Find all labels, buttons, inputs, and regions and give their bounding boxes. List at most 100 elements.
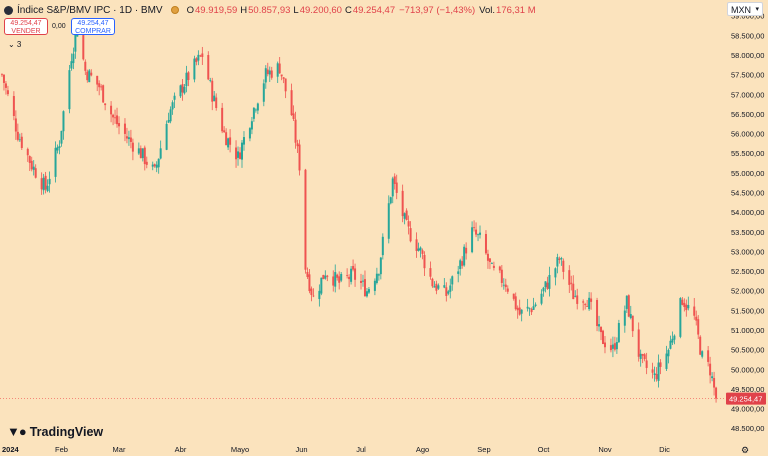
candle-body [340,274,343,281]
candle-body [665,353,668,369]
candle-body [270,70,273,78]
candle-body [627,295,630,317]
candle-body [534,304,537,306]
candle-body [572,283,575,300]
buy-label: COMPRAR [75,28,111,35]
candle-body [562,260,565,272]
candle-body [112,114,115,118]
candle-body [266,69,269,75]
candle-body [44,175,47,190]
y-tick-label: 56.000,00 [731,130,764,139]
y-tick-label: 57.000,00 [731,90,764,99]
candle-body [324,275,327,279]
candle-body [490,263,493,265]
indicators-toggle[interactable]: ⌄ 3 [8,40,22,49]
gear-icon[interactable]: ⚙ [741,445,750,455]
candle-body [123,123,126,134]
symbol-header: Índice S&P/BMV IPC · 1D · BMV O 49.919,59… [4,3,539,17]
candle-body [2,74,5,83]
candle-body [683,302,686,308]
candle-body [629,314,632,319]
y-tick-label: 50.000,00 [731,365,764,374]
last-price-label: 49.254,47 [729,395,762,404]
candle-body [12,96,15,117]
candle-body [596,300,599,327]
candle-body [197,54,200,61]
x-tick-label: 2024 [2,445,20,454]
candle-body [282,77,285,79]
candle-body [617,323,620,343]
x-tick-label: Jun [295,445,307,454]
candle-body [560,258,563,260]
candle-body [570,282,573,284]
candle-body [252,107,255,119]
candle-body [256,103,259,111]
candle-body [169,109,172,122]
candle-body [403,213,406,219]
market-status-icon [170,6,179,14]
high-label: H [240,4,248,16]
candle-body [600,326,603,333]
candle-body [512,293,515,299]
candle-body [304,169,307,270]
candle-body [377,274,380,276]
candle-body [26,148,29,156]
candle-body [602,330,605,344]
y-tick-label: 53.500,00 [731,228,764,237]
candle-body [609,345,612,351]
x-tick-label: Ago [416,445,429,454]
candle-body [681,299,684,305]
candle-body [227,138,230,148]
y-tick-label: 58.000,00 [731,51,764,60]
tradingview-logo[interactable]: ▼● TradingView [7,424,103,439]
y-tick-label: 55.500,00 [731,149,764,158]
candle-body [201,53,204,58]
candle-body [586,305,589,307]
candle-body [488,258,491,262]
currency-select[interactable]: MXN ▾ [727,2,763,16]
candle-body [322,274,325,280]
candle-body [695,316,698,321]
candle-body [42,177,45,191]
candle-body [46,185,49,192]
candle-body [457,271,460,274]
candle-body [463,246,466,266]
candle-body [334,272,337,287]
candle-body [669,340,672,349]
candle-body [70,61,73,69]
candle-body [639,353,642,359]
candle-body [153,164,156,167]
spread-value: 0,00 [52,23,66,30]
candle-body [643,354,646,360]
x-tick-label: Feb [55,445,68,454]
candle-body [58,146,61,148]
candle-body [375,273,378,283]
candle-body [611,344,614,349]
candle-body [30,160,33,170]
sell-button[interactable]: 49.254,47 VENDER [4,18,48,35]
candle-body [310,288,313,295]
x-tick-label: Jul [356,445,366,454]
candle-body [391,178,394,197]
y-tick-label: 51.500,00 [731,306,764,315]
buy-button[interactable]: 49.254,47 COMPRAR [71,18,115,35]
candle-body [588,297,591,310]
candle-body [290,90,293,116]
candle-body [461,261,464,266]
candle-body [292,113,295,120]
candle-body [419,247,422,251]
candle-body [625,295,628,309]
candle-body [354,268,357,280]
currency-label: MXN [731,5,751,15]
x-tick-label: Dic [659,445,670,454]
symbol-title[interactable]: Índice S&P/BMV IPC · 1D · BMV [17,4,163,16]
candle-body [308,274,311,292]
candle-body [294,119,297,143]
candle-body [88,70,91,83]
candle-body [421,250,424,254]
sell-label: VENDER [11,28,41,35]
candle-body [350,268,353,282]
candle-body [687,305,690,309]
candle-body [449,285,452,292]
